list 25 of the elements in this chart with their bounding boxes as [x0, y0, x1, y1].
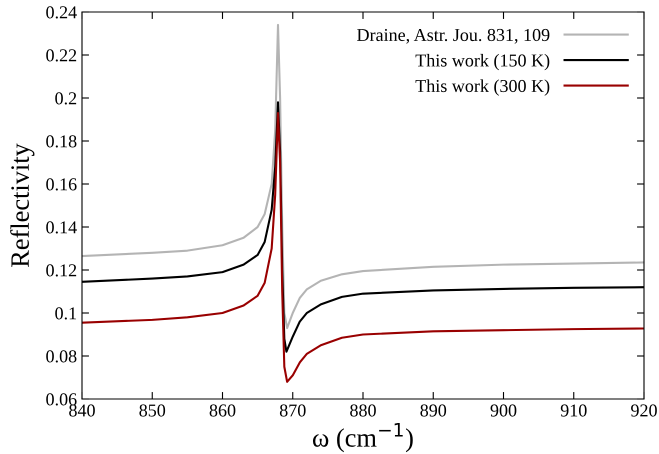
y-tick-label: 0.24 — [46, 6, 77, 19]
y-tick-label: 0.2 — [55, 92, 76, 105]
y-tick-label: 0.16 — [46, 178, 77, 191]
y-tick-label: 0.1 — [55, 307, 76, 320]
y-tick-label: 0.18 — [46, 135, 76, 148]
x-tick-label: 920 — [631, 404, 657, 417]
y-axis-title: Reflectivity — [10, 143, 34, 268]
x-tick-label: 890 — [420, 404, 446, 417]
x-tick-label: 910 — [560, 404, 587, 417]
x-tick-label: 870 — [280, 404, 306, 417]
x-axis-title: ω (cm$^{−1}$) — [312, 423, 413, 452]
x-tick-label: 850 — [139, 404, 166, 417]
x-tick-label: 900 — [490, 404, 516, 417]
x-tick-label: 860 — [210, 404, 236, 417]
legend-label: This work (300 K) — [416, 79, 550, 96]
legend-label: This work (150 K) — [416, 54, 550, 70]
y-tick-label: 0.06 — [46, 393, 77, 406]
y-tick-label: 0.08 — [46, 350, 76, 363]
legend-label: Draine, Astr. Jou. 831, 109 — [357, 28, 550, 44]
x-tick-label: 880 — [350, 404, 376, 417]
y-tick-label: 0.12 — [46, 264, 76, 277]
line-series — [82, 24, 644, 330]
x-tick-label: 840 — [69, 404, 95, 417]
y-tick-label: 0.22 — [46, 49, 76, 62]
y-tick-label: 0.14 — [46, 221, 77, 234]
